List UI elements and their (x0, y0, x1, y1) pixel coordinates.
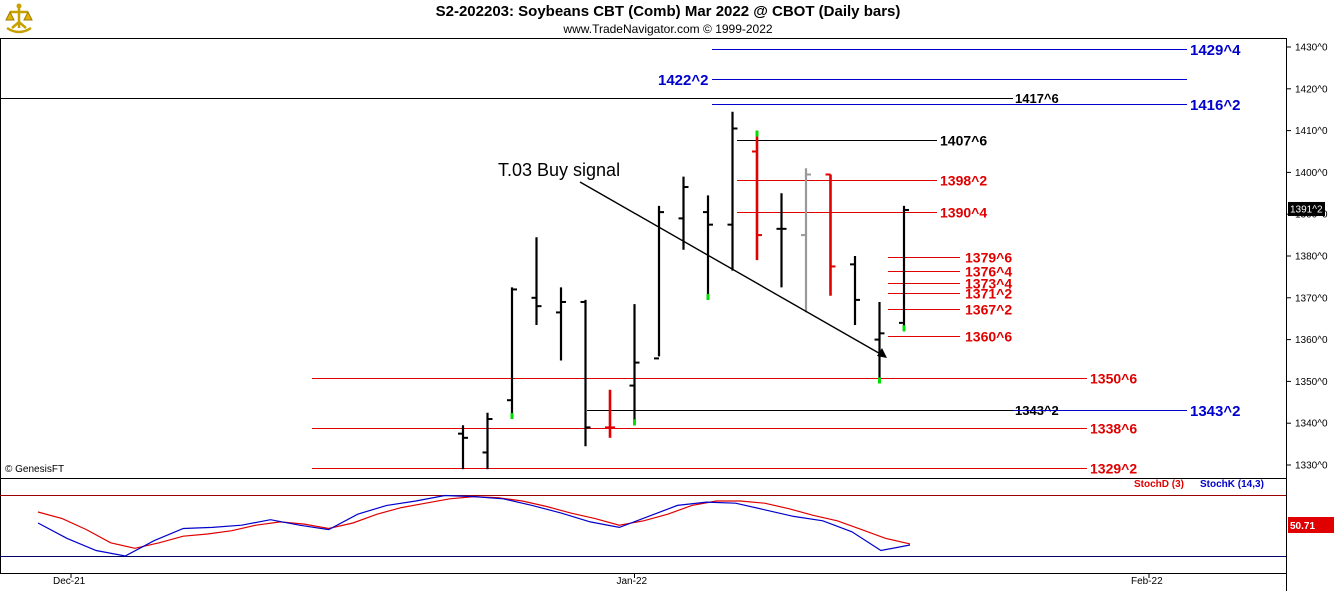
y-tick-label: 1430^0 (1295, 43, 1328, 54)
y-tick-label: 1370^0 (1295, 293, 1328, 304)
chart-title: S2-202203: Soybeans CBT (Comb) Mar 2022 … (435, 3, 901, 20)
chart-subtitle: www.TradeNavigator.com © 1999-2022 (563, 22, 773, 36)
level-label: 1373^4 (965, 276, 1012, 292)
stoch-value-label: 50.71 (1290, 521, 1315, 532)
indicator-pane-frame (0, 478, 1287, 574)
copyright-label: © GenesisFT (5, 464, 64, 475)
y-axis: 1330^01340^01350^01360^01370^01380^01390… (1286, 43, 1328, 472)
buy-marker (878, 377, 881, 384)
x-axis: Dec-21 Jan-22 Feb-22 (53, 573, 1163, 587)
y-tick-label: 1330^0 (1295, 461, 1328, 472)
y-tick-label: 1400^0 (1295, 168, 1328, 179)
y-tick-label: 1420^0 (1295, 84, 1328, 95)
stochk-legend: StochK (14,3) (1200, 479, 1264, 490)
stochk-line (37, 494, 911, 557)
stochd-legend: StochD (3) (1134, 479, 1184, 490)
level-label: 1329^2 (1090, 461, 1137, 477)
last-price-badge (1288, 201, 1325, 216)
y-tick-label: 1350^0 (1295, 377, 1328, 388)
buy-signal-label: T.03 Buy signal (498, 160, 620, 180)
buy-signal-annotation: T.03 Buy signal (498, 160, 887, 358)
level-label: 1429^4 (1190, 42, 1241, 59)
buy-marker (902, 325, 906, 332)
buy-marker (633, 419, 636, 426)
last-price-label: 1391^2 (1290, 204, 1323, 215)
buy-signal-arrow (579, 181, 885, 357)
level-label: 1367^2 (965, 302, 1012, 318)
y-tick-label: 1360^0 (1295, 335, 1328, 346)
level-label: 1350^6 (1090, 371, 1137, 387)
level-label: 1360^6 (965, 329, 1012, 345)
y-tick-label: 1410^0 (1295, 126, 1328, 137)
buy-marker (510, 413, 514, 420)
y-tick-label: 1380^0 (1295, 252, 1328, 263)
level-label: 1338^6 (1090, 421, 1137, 437)
buy-marker (706, 293, 710, 300)
level-label: 1398^2 (940, 173, 987, 189)
level-label: 1417^6 (1015, 91, 1059, 106)
price-levels: 1429^4 1422^2 1417^6 1416^2 1407^6 1398^2 1390… (0, 42, 1241, 477)
level-label: 1371^2 (965, 286, 1012, 302)
level-label: 1343^2 (1190, 403, 1240, 420)
x-tick-label: Dec-21 (53, 576, 86, 587)
x-tick-label: Jan-22 (617, 576, 648, 587)
level-label: 1422^2 (658, 72, 708, 89)
price-bars (458, 111, 909, 470)
stochd-line (37, 495, 911, 549)
level-label: 1379^6 (965, 250, 1012, 266)
chart-header: S2-202203: Soybeans CBT (Comb) Mar 2022 … (0, 0, 1336, 38)
level-label: 1416^2 (1190, 97, 1240, 114)
level-label: 1390^4 (940, 205, 987, 221)
level-label: 1376^4 (965, 264, 1012, 280)
level-label: 1407^6 (940, 133, 987, 149)
x-tick-label: Feb-22 (1131, 576, 1163, 587)
buy-marker (755, 130, 759, 137)
trade-navigator-logo-icon (4, 2, 34, 34)
stoch-value-badge (1288, 517, 1334, 533)
y-tick-label: 1340^0 (1295, 419, 1328, 430)
arrow-head-icon (877, 348, 887, 358)
